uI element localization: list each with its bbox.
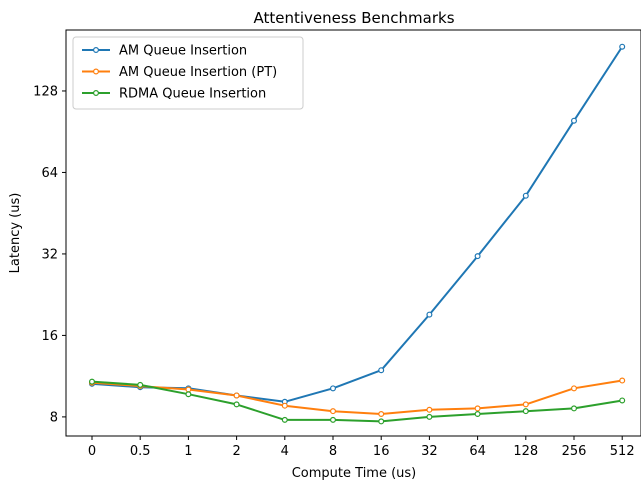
data-point — [88, 378, 95, 385]
data-point — [522, 192, 529, 199]
y-axis: 8 16 32 64 128 — [33, 84, 66, 425]
data-point — [474, 253, 481, 260]
legend-label: AM Queue Insertion (PT) — [119, 65, 277, 80]
x-tick-label: 256 — [562, 444, 587, 459]
series-rdma-queue-insertion — [88, 378, 626, 425]
data-point — [330, 385, 337, 392]
data-point — [378, 410, 385, 417]
legend-label: RDMA Queue Insertion — [119, 87, 266, 102]
data-point — [330, 408, 337, 415]
legend-label: AM Queue Insertion — [119, 44, 247, 59]
x-tick-label: 0 — [88, 444, 96, 459]
series-layer — [88, 43, 626, 425]
data-point — [570, 117, 577, 124]
plot-area — [65, 29, 641, 437]
data-point — [233, 401, 240, 408]
y-tick-label: 16 — [41, 329, 58, 344]
chart-title: Attentiveness Benchmarks — [253, 9, 454, 27]
x-tick-label: 128 — [513, 444, 538, 459]
data-point — [619, 43, 626, 50]
data-point — [570, 405, 577, 412]
y-tick-label: 8 — [50, 410, 58, 425]
data-point — [474, 410, 481, 417]
x-tick-label: 4 — [281, 444, 289, 459]
data-point — [185, 386, 192, 393]
data-point — [137, 381, 144, 388]
data-point — [522, 401, 529, 408]
data-point — [281, 402, 288, 409]
data-point — [378, 367, 385, 374]
data-point — [619, 397, 626, 404]
x-axis: 0 0.5 1 2 4 8 16 32 64 128 256 512 — [88, 436, 635, 459]
legend-marker — [92, 46, 99, 53]
data-point — [570, 385, 577, 392]
y-axis-label: Latency (us) — [8, 193, 23, 274]
legend-item-am-queue-insertion: AM Queue Insertion — [82, 44, 247, 59]
legend-marker — [92, 89, 99, 96]
legend-marker — [92, 68, 99, 75]
x-tick-label: 512 — [610, 444, 635, 459]
data-point — [330, 416, 337, 423]
data-point — [474, 405, 481, 412]
series-line — [90, 380, 624, 423]
legend-item-rdma-queue-insertion: RDMA Queue Insertion — [82, 87, 266, 102]
x-axis-label: Compute Time (us) — [292, 466, 417, 481]
x-tick-label: 0.5 — [130, 444, 151, 459]
x-tick-label: 2 — [232, 444, 240, 459]
series-line — [90, 379, 624, 415]
data-point — [426, 311, 433, 318]
data-point — [619, 377, 626, 384]
x-tick-label: 32 — [421, 444, 438, 459]
data-point — [426, 406, 433, 413]
y-tick-label: 64 — [41, 166, 58, 181]
x-tick-label: 1 — [184, 444, 192, 459]
x-tick-label: 8 — [329, 444, 337, 459]
x-tick-label: 16 — [373, 444, 390, 459]
data-point — [233, 392, 240, 399]
legend-box — [72, 36, 304, 110]
legend-item-am-queue-insertion-pt: AM Queue Insertion (PT) — [82, 65, 277, 80]
data-point — [426, 413, 433, 420]
data-point — [185, 391, 192, 398]
y-tick-label: 32 — [41, 247, 58, 262]
x-tick-label: 64 — [469, 444, 486, 459]
data-point — [522, 408, 529, 415]
legend: AM Queue Insertion AM Queue Insertion (PT… — [72, 36, 304, 110]
y-tick-label: 128 — [33, 84, 58, 99]
data-point — [378, 418, 385, 425]
data-point — [281, 416, 288, 423]
